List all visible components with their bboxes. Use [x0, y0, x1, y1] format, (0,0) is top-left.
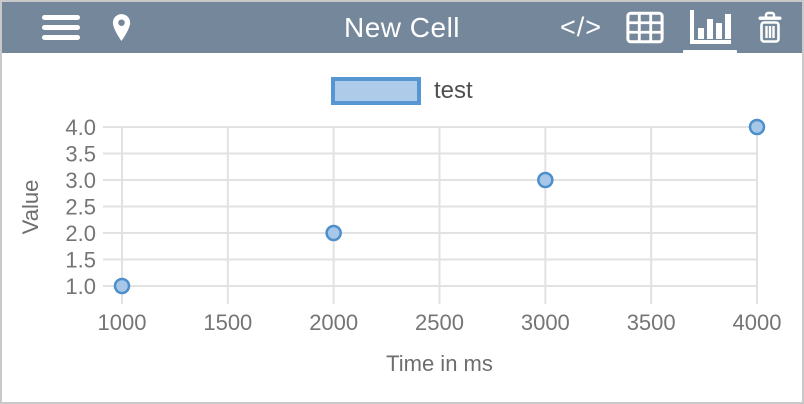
- table-glyph: [626, 11, 664, 44]
- toolbar-right: </>: [556, 2, 788, 54]
- y-tick-label: 1.5: [65, 248, 96, 273]
- code-icon[interactable]: </>: [556, 10, 606, 45]
- page-title: New Cell: [343, 12, 461, 43]
- scatter-plot: 1.01.52.02.53.03.54.0 1000 1500 2000 2500 300…: [18, 115, 782, 376]
- data-point: [537, 171, 554, 189]
- x-tick-label: 2500: [415, 310, 464, 335]
- x-tick-label: 3000: [521, 310, 570, 335]
- y-tick-label: 3.5: [65, 142, 96, 167]
- header: New Cell </>: [2, 2, 802, 54]
- y-tick-label: 1.0: [65, 274, 96, 299]
- trash-glyph: [758, 11, 782, 43]
- pin-glyph: [112, 14, 131, 41]
- bar-chart-glyph: [690, 10, 731, 44]
- bar-chart-icon[interactable]: [683, 5, 737, 54]
- x-tick-label: 1000: [98, 310, 147, 335]
- x-tick-label: 1500: [203, 310, 252, 335]
- legend[interactable]: test: [331, 77, 473, 105]
- y-tick-label: 3.0: [65, 168, 96, 193]
- y-tick-label: 4.0: [65, 115, 96, 140]
- trash-icon[interactable]: [752, 7, 788, 48]
- y-tick-label: 2.5: [65, 195, 96, 220]
- data-point: [325, 224, 342, 242]
- x-tick-label: 2000: [309, 310, 358, 335]
- x-axis-title: Time in ms: [386, 351, 493, 376]
- table-icon[interactable]: [622, 7, 668, 48]
- code-glyph: </>: [559, 12, 602, 42]
- data-point: [113, 277, 131, 295]
- hamburger-bars: [42, 15, 80, 40]
- toolbar-left: [38, 2, 137, 53]
- data-point: [748, 118, 766, 136]
- legend-swatch: [331, 77, 421, 105]
- location-pin-icon[interactable]: [106, 9, 137, 46]
- x-tick-label: 3500: [627, 310, 676, 335]
- menu-icon[interactable]: [38, 11, 84, 44]
- y-tick-label: 2.0: [65, 221, 96, 246]
- x-tick-label: 4000: [733, 310, 782, 335]
- y-axis-title: Value: [18, 180, 43, 235]
- legend-label: test: [434, 77, 473, 104]
